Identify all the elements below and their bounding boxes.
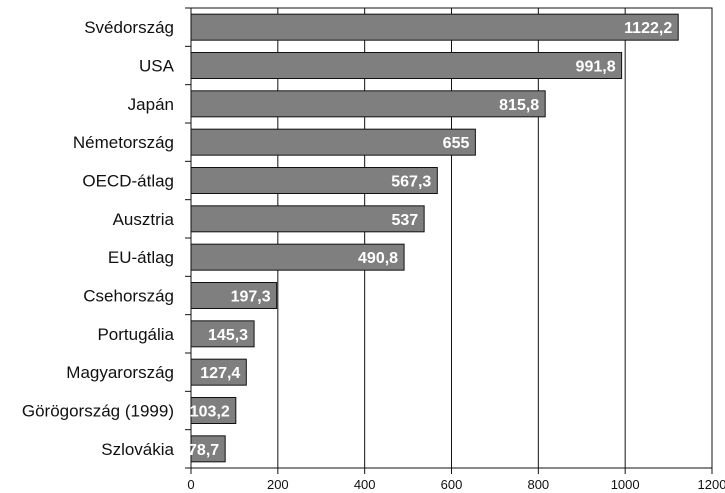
bar [190, 90, 546, 118]
category-label: Németország [73, 133, 174, 152]
x-tick-label: 1200 [698, 477, 725, 492]
bar [190, 358, 247, 386]
category-label: Magyarország [66, 363, 174, 382]
value-label: 655 [443, 135, 470, 152]
labels: 0 200 400 600 800 1000 1200 Svédország 1122,2 USA… [22, 18, 725, 492]
bar [190, 435, 226, 463]
x-tick-label: 0 [187, 477, 194, 492]
value-label: 490,8 [358, 250, 398, 267]
category-label: Szlovákia [101, 440, 174, 459]
bar [190, 128, 476, 156]
value-label: 145,3 [208, 327, 248, 344]
x-tick-label: 1000 [611, 477, 640, 492]
bar [190, 167, 438, 194]
category-label: Japán [128, 95, 174, 114]
x-tick-label: 200 [267, 477, 289, 492]
bar [190, 282, 278, 309]
category-label: Svédország [84, 18, 174, 37]
category-label: Ausztria [113, 210, 175, 229]
x-tick-label: 400 [354, 477, 376, 492]
value-label: 127,4 [200, 365, 240, 382]
bar [190, 13, 679, 41]
category-label: Csehország [83, 287, 174, 306]
category-label: Görögország (1999) [22, 402, 174, 421]
category-label: EU-átlag [108, 248, 174, 267]
value-label: 537 [391, 212, 418, 229]
axes [185, 7, 713, 474]
category-label: OECD-átlag [82, 172, 174, 191]
category-label: Portugália [97, 325, 174, 344]
value-label: 1122,2 [624, 20, 672, 37]
value-label: 991,8 [576, 59, 616, 76]
bar [190, 205, 425, 233]
value-label: 78,7 [188, 442, 219, 459]
x-tick-label: 800 [527, 477, 549, 492]
x-tick-label: 600 [441, 477, 463, 492]
category-label: USA [139, 57, 175, 76]
value-label: 567,3 [391, 174, 431, 191]
bars [190, 13, 679, 463]
value-label: 815,8 [499, 97, 539, 114]
value-label: 197,3 [231, 289, 271, 306]
value-label: 103,2 [190, 404, 230, 421]
bar [190, 52, 623, 79]
bar [190, 397, 237, 424]
bar [190, 320, 255, 348]
